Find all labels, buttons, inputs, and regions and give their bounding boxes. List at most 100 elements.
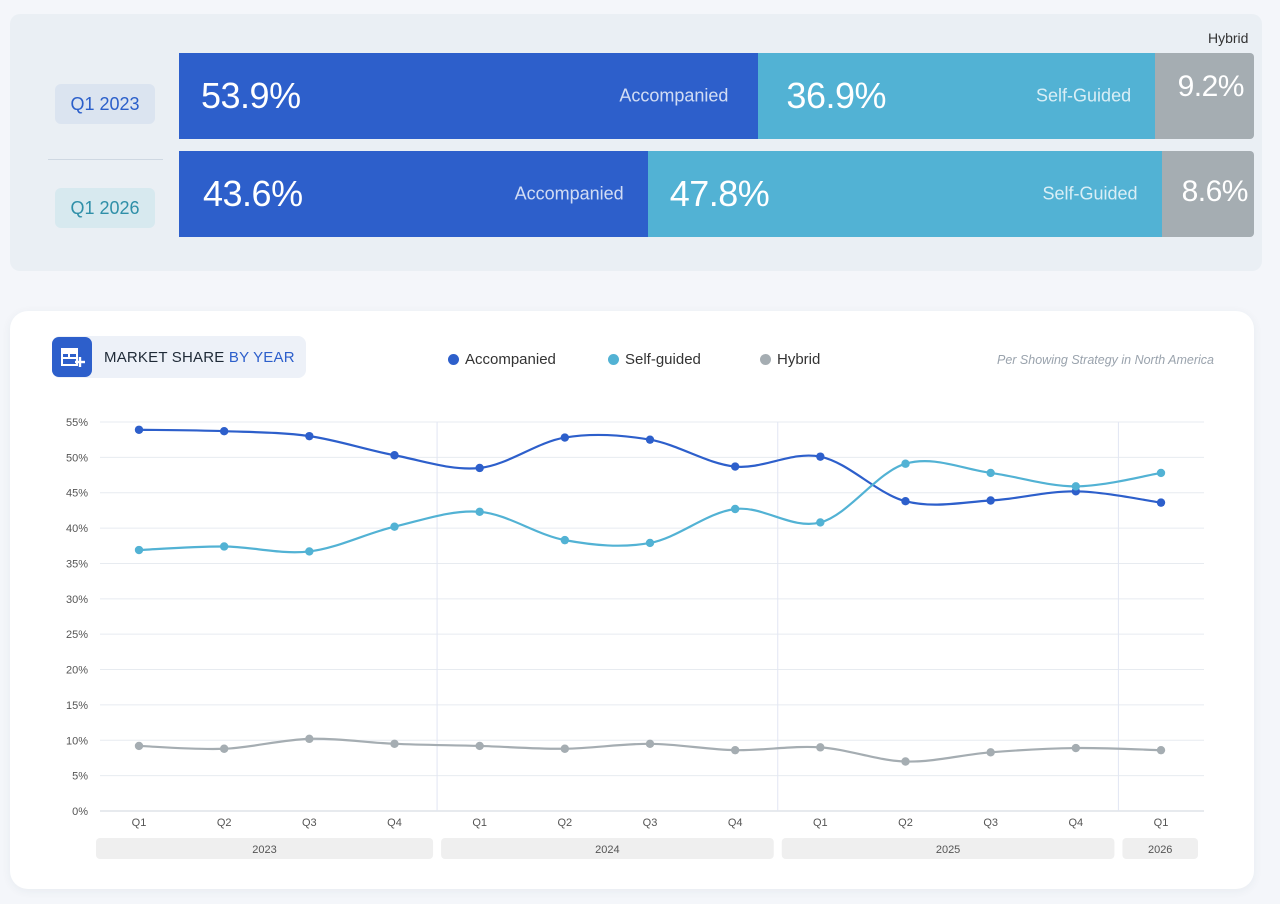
data-point-accompanied [219, 426, 229, 436]
chart-note: Per Showing Strategy in North America [997, 353, 1214, 367]
x-tick-label: Q2 [557, 817, 572, 829]
x-tick-label: Q3 [643, 817, 658, 829]
legend-dot-icon [448, 354, 459, 365]
x-tick-label: Q4 [387, 817, 402, 829]
hybrid-column-header: Hybrid [1208, 30, 1249, 46]
y-tick-label: 40% [66, 523, 88, 535]
data-point-accompanied [986, 496, 995, 505]
x-tick-label: Q1 [472, 817, 487, 829]
year-group-label: 2023 [252, 844, 276, 856]
x-tick-label: Q1 [813, 817, 828, 829]
segment-value: 36.9% [786, 75, 886, 116]
series-line-self-guided [138, 460, 1162, 554]
data-point-hybrid [560, 744, 570, 753]
data-point-hybrid [305, 734, 314, 744]
data-point-hybrid [730, 745, 740, 755]
y-tick-label: 45% [66, 488, 88, 500]
data-point-self-guided [560, 535, 570, 545]
y-tick-label: 0% [72, 806, 88, 818]
x-tick-label: Q1 [1154, 817, 1169, 829]
data-point-hybrid [986, 748, 995, 757]
year-group-bar [441, 838, 774, 859]
data-point-self-guided [1071, 482, 1081, 491]
data-point-hybrid [219, 744, 229, 753]
data-point-hybrid [1156, 745, 1166, 755]
legend-item-hybrid[interactable]: Hybrid [760, 351, 820, 368]
period-tag-q1-2023: Q1 2023 [55, 84, 155, 124]
y-tick-label: 25% [66, 629, 88, 641]
data-point-self-guided [305, 547, 314, 556]
year-group-label: 2025 [936, 844, 960, 856]
card-title-chip: MARKET SHARE BY YEAR [52, 336, 306, 378]
data-point-self-guided [390, 522, 399, 531]
legend-dot-icon [760, 354, 771, 365]
segment-label: Accompanied [619, 85, 729, 106]
data-point-hybrid [475, 741, 484, 751]
x-tick-label: Q1 [132, 817, 147, 829]
segment-value: 47.8% [669, 173, 770, 214]
segment-label: Accompanied [514, 183, 624, 204]
segment-value: 8.6% [1181, 175, 1249, 209]
x-tick-label: Q4 [728, 817, 743, 829]
data-point-accompanied [134, 425, 144, 434]
data-point-hybrid [1071, 743, 1081, 753]
year-group-label: 2024 [595, 844, 619, 856]
data-point-hybrid [134, 741, 144, 751]
period-tag-q1-2026: Q1 2026 [55, 188, 155, 228]
storefront-plus-icon [52, 337, 92, 377]
x-tick-label: Q3 [302, 817, 317, 829]
year-group-bar [96, 838, 434, 859]
legend-label: Self-guided [625, 351, 701, 368]
segment-hybrid: 9.2% [1155, 53, 1254, 139]
y-tick-label: 5% [72, 771, 88, 783]
stacked-bar-q1-2026: 43.6% Accompanied 47.8% Self-Guided 8.6% [179, 151, 1254, 237]
data-point-accompanied [816, 452, 825, 461]
data-point-self-guided [986, 468, 995, 478]
segment-label: Self-Guided [1036, 85, 1132, 106]
legend-label: Hybrid [777, 351, 821, 368]
card-title: MARKET SHARE BY YEAR [104, 349, 295, 366]
data-point-hybrid [390, 739, 399, 749]
legend-item-accompanied[interactable]: Accompanied [448, 351, 556, 368]
segment-hybrid: 8.6% [1161, 151, 1254, 237]
legend-item-self-guided[interactable]: Self-guided [608, 351, 701, 368]
data-point-self-guided [1156, 468, 1166, 478]
x-tick-label: Q2 [217, 817, 232, 829]
x-tick-label: Q4 [1068, 817, 1083, 829]
y-tick-label: 10% [66, 735, 88, 747]
data-point-self-guided [816, 518, 825, 527]
segment-value: 43.6% [203, 173, 303, 214]
y-tick-label: 30% [66, 594, 88, 606]
market-share-card: MARKET SHARE BY YEAR Accompanied Self-gu… [10, 311, 1254, 889]
segment-label: Self-Guided [1042, 183, 1138, 204]
data-point-accompanied [390, 451, 399, 460]
segment-self-guided: 47.8% Self-Guided [647, 151, 1162, 237]
y-tick-label: 20% [66, 665, 88, 677]
data-point-hybrid [816, 743, 825, 752]
data-point-accompanied [901, 497, 910, 506]
data-point-accompanied [730, 462, 740, 471]
card-title-accent: BY YEAR [228, 348, 295, 366]
y-tick-label: 35% [66, 558, 88, 570]
data-point-accompanied [1156, 498, 1166, 507]
y-tick-label: 55% [66, 417, 88, 429]
divider [48, 159, 163, 160]
data-point-accompanied [645, 435, 655, 444]
data-point-self-guided [901, 459, 910, 468]
data-point-hybrid [901, 757, 910, 766]
x-tick-label: Q3 [983, 817, 998, 829]
y-tick-label: 50% [66, 452, 88, 464]
segment-value: 9.2% [1177, 70, 1245, 104]
data-point-self-guided [219, 542, 229, 551]
data-point-self-guided [475, 507, 484, 517]
data-point-self-guided [134, 545, 144, 555]
data-point-accompanied [475, 463, 484, 473]
data-point-self-guided [645, 538, 655, 548]
data-point-accompanied [305, 431, 314, 441]
legend-dot-icon [608, 354, 619, 365]
segment-value: 53.9% [201, 75, 301, 116]
legend-label: Accompanied [465, 351, 556, 368]
segment-self-guided: 36.9% Self-Guided [758, 53, 1156, 139]
segment-accompanied: 43.6% Accompanied [179, 151, 648, 237]
year-group-label: 2026 [1148, 844, 1172, 856]
